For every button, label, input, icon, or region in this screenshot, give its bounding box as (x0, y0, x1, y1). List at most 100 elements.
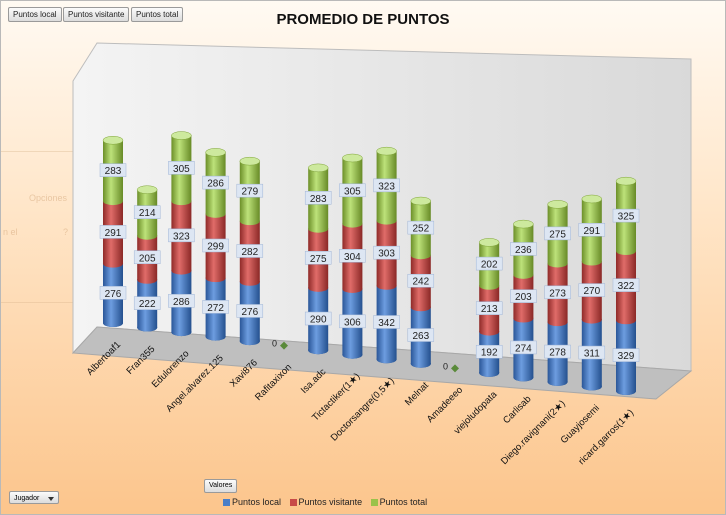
data-label-box (612, 348, 640, 362)
ghost-option-label: Opciones (29, 193, 68, 203)
bar-top (239, 156, 261, 166)
background-ghost-panel: Opciones n el ? (1, 151, 86, 311)
bar-local-bottom (205, 332, 226, 341)
data-label: 213 (481, 304, 498, 315)
bar-visitante-bottom (171, 266, 192, 275)
data-label-box (236, 304, 264, 318)
data-label: 275 (549, 229, 566, 240)
valores-button[interactable]: Valores (204, 479, 238, 493)
data-label-box (407, 273, 435, 288)
data-label: 311 (584, 349, 600, 360)
bar-total-bottom (581, 257, 602, 266)
data-label: 279 (241, 187, 258, 198)
jugador-label: Jugador (14, 495, 40, 502)
data-label-box (168, 161, 195, 175)
data-label-box (544, 285, 571, 300)
data-label-box (168, 294, 195, 308)
bar-visitante-bottom (342, 284, 363, 293)
zero-label: 0 (443, 361, 448, 371)
data-label-box (373, 245, 400, 260)
bar-visitante-bottom (137, 275, 158, 284)
legend-item-visitante: Puntos visitante (289, 497, 363, 507)
bar-total-bottom (342, 219, 363, 228)
legend: Puntos local Puntos visitante Puntos tot… (223, 497, 433, 507)
data-label: 222 (139, 299, 156, 310)
data-label: 329 (618, 351, 635, 362)
bar-top (136, 185, 158, 194)
data-label: 290 (310, 315, 327, 326)
bar-local-bottom (103, 319, 123, 327)
data-label-box (99, 286, 127, 300)
bar-total-bottom (479, 281, 500, 290)
data-label-box (510, 242, 537, 256)
zero-label: 0 (272, 339, 277, 349)
data-label: 323 (173, 231, 190, 242)
data-label-box (133, 205, 161, 219)
data-label: 286 (173, 297, 190, 308)
data-label-box (612, 208, 640, 223)
jugador-dropdown[interactable]: Jugador (9, 491, 59, 504)
data-label-box (510, 340, 537, 355)
data-label: 242 (412, 277, 429, 288)
data-label-box (304, 191, 332, 205)
data-label-box (339, 314, 366, 329)
data-label-box (99, 163, 127, 177)
x-tick-label: Amadeeeo (425, 385, 465, 425)
bar-local-bottom (342, 350, 363, 359)
bar-total-bottom (171, 197, 192, 206)
data-label: 272 (207, 303, 224, 314)
data-label: 322 (618, 281, 635, 292)
chevron-down-icon[interactable] (48, 497, 54, 501)
legend-item-total: Puntos total (370, 497, 427, 507)
bar-visitante-bottom (513, 314, 534, 323)
data-label: 270 (583, 286, 600, 297)
legend-label-local: Puntos local (232, 497, 282, 507)
bar-visitante-bottom (479, 327, 500, 336)
bar-total-bottom (205, 209, 226, 218)
data-label: 305 (173, 164, 190, 175)
data-label: 275 (310, 254, 327, 265)
field-button-puntos-local[interactable]: Puntos local (8, 7, 62, 22)
zero-marker (280, 341, 288, 350)
bar-local-bottom (547, 377, 568, 386)
bar-visitante-bottom (103, 259, 123, 268)
legend-swatch-local (223, 499, 230, 506)
bar-top (513, 219, 534, 229)
data-label: 286 (207, 179, 224, 190)
data-label: 278 (549, 348, 566, 359)
bar-top (478, 238, 500, 247)
bar-top (615, 176, 637, 186)
bar-total-bottom (137, 231, 158, 240)
data-label: 282 (241, 247, 258, 258)
ghost-text-fragment: n el (3, 227, 18, 237)
bar-top (547, 200, 568, 209)
data-label-box (612, 278, 640, 292)
bar-visitante-bottom (547, 318, 568, 327)
bar-visitante-bottom (308, 283, 329, 292)
data-label-box (407, 328, 435, 342)
bar-top (376, 146, 397, 156)
data-label-box (544, 344, 571, 359)
bar-top (342, 153, 363, 163)
field-button-puntos-visitante[interactable]: Puntos visitante (63, 7, 130, 22)
data-label: 205 (139, 253, 156, 264)
data-label: 274 (515, 343, 532, 354)
data-label-box (202, 175, 229, 190)
data-label-box (133, 296, 161, 310)
legend-swatch-visitante (289, 499, 297, 506)
bar-total-bottom (513, 270, 534, 279)
field-button-puntos-total[interactable]: Puntos total (131, 7, 184, 22)
data-label: 323 (378, 181, 395, 192)
data-label-box (236, 183, 264, 198)
data-label-box (578, 283, 606, 297)
data-label-box (168, 228, 195, 243)
bar-visitante-bottom (581, 315, 602, 324)
data-label-box (133, 250, 161, 265)
bar-visitante-bottom (205, 274, 226, 283)
bar-total-bottom (103, 197, 123, 206)
data-label: 214 (139, 208, 156, 219)
data-label-box (339, 183, 366, 198)
data-label-box (373, 178, 400, 193)
legend-label-visitante: Puntos visitante (298, 497, 363, 507)
data-label: 202 (481, 260, 498, 271)
